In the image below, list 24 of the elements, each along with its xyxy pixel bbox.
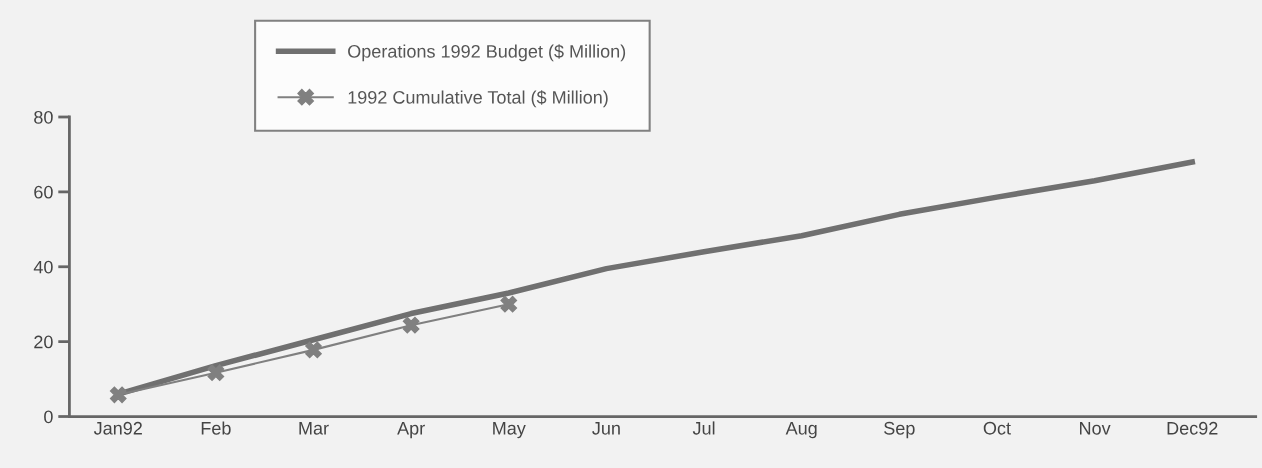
point	[207, 364, 225, 382]
x-tick-label: Jul	[692, 421, 715, 435]
x-tick-label: Jan92	[93, 421, 142, 435]
y-tick-label: 0	[44, 410, 53, 424]
x-tick-label: Oct	[983, 421, 1011, 435]
y-tick-label: 20	[34, 335, 53, 349]
x-tick-label: Dec92	[1167, 421, 1218, 435]
point	[109, 386, 127, 404]
y-tick-label: 60	[34, 185, 53, 199]
x-tick-label: May	[493, 422, 526, 439]
x-tick-label: Nov	[1080, 422, 1111, 435]
point	[402, 316, 420, 334]
point	[305, 341, 322, 359]
x-tick-label: Sep	[884, 421, 915, 439]
x-tick-label: Aug	[785, 422, 817, 439]
x-tick-label: Apr	[397, 422, 425, 439]
point	[500, 295, 518, 313]
x-tick-label: Mar	[299, 422, 329, 435]
y-tick-label: 40	[33, 260, 53, 274]
x-tick-label: Feb	[201, 421, 231, 435]
y-tick-label: 80	[34, 110, 53, 124]
x-tick-label: Jun	[592, 422, 620, 435]
legend-label: 1992 Cumulative Total ($ Million)	[348, 90, 608, 108]
legend-label: Operations 1992 Budget ($ Million)	[348, 44, 626, 62]
